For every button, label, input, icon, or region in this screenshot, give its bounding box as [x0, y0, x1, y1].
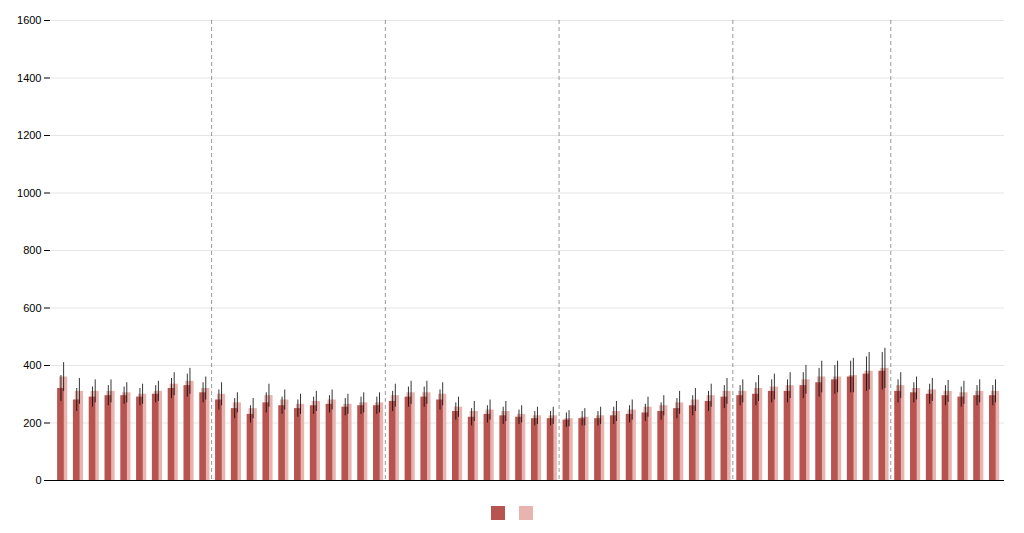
svg-text:800: 800	[23, 244, 41, 256]
svg-text:1000: 1000	[17, 187, 41, 199]
svg-text:0: 0	[35, 474, 41, 486]
svg-text:600: 600	[23, 302, 41, 314]
svg-text:400: 400	[23, 359, 41, 371]
svg-text:1400: 1400	[17, 72, 41, 84]
svg-text:1600: 1600	[17, 14, 41, 26]
svg-text:1200: 1200	[17, 129, 41, 141]
svg-text:200: 200	[23, 417, 41, 429]
